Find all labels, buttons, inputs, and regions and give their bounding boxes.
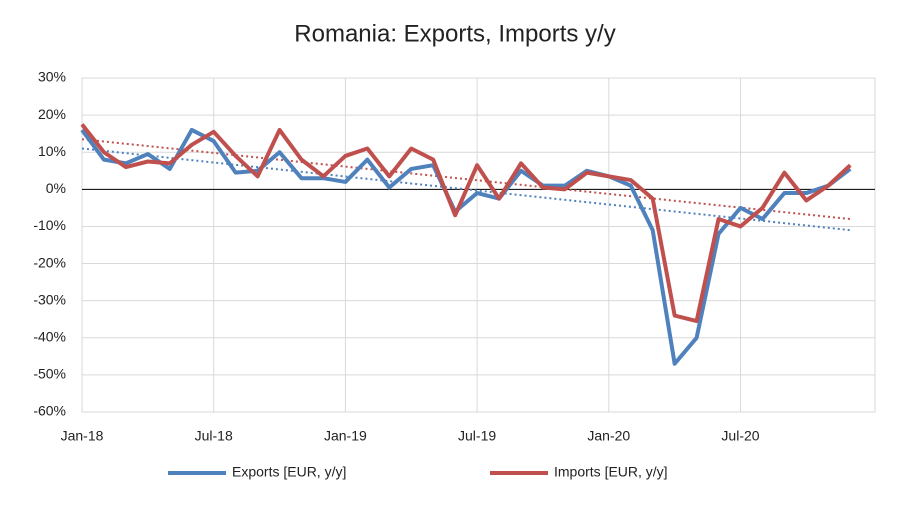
y-tick-label: 20%: [38, 106, 66, 122]
x-tick-label: Jul-18: [195, 428, 233, 444]
y-tick-label: 0%: [46, 180, 66, 196]
y-tick-label: -50%: [33, 366, 66, 382]
x-tick-label: Jan-19: [324, 428, 367, 444]
legend-label: Imports [EUR, y/y]: [554, 464, 668, 480]
x-tick-label: Jul-19: [458, 428, 496, 444]
legend-label: Exports [EUR, y/y]: [232, 464, 346, 480]
x-tick-label: Jan-18: [61, 428, 104, 444]
series-line: [80, 123, 852, 324]
y-tick-label: -20%: [33, 254, 66, 270]
y-tick-label: -30%: [33, 291, 66, 307]
trend-line: [81, 138, 851, 221]
y-tick-label: 10%: [38, 143, 66, 159]
y-tick-label: -10%: [33, 217, 66, 233]
series-line: [80, 127, 852, 366]
plot-border: [81, 77, 876, 413]
y-tick-label: -40%: [33, 328, 66, 344]
x-tick-label: Jan-20: [587, 428, 630, 444]
chart-title: Romania: Exports, Imports y/y: [294, 20, 615, 47]
x-tick-label: Jul-20: [721, 428, 759, 444]
y-tick-label: 30%: [38, 69, 66, 85]
y-tick-label: -60%: [33, 403, 66, 419]
